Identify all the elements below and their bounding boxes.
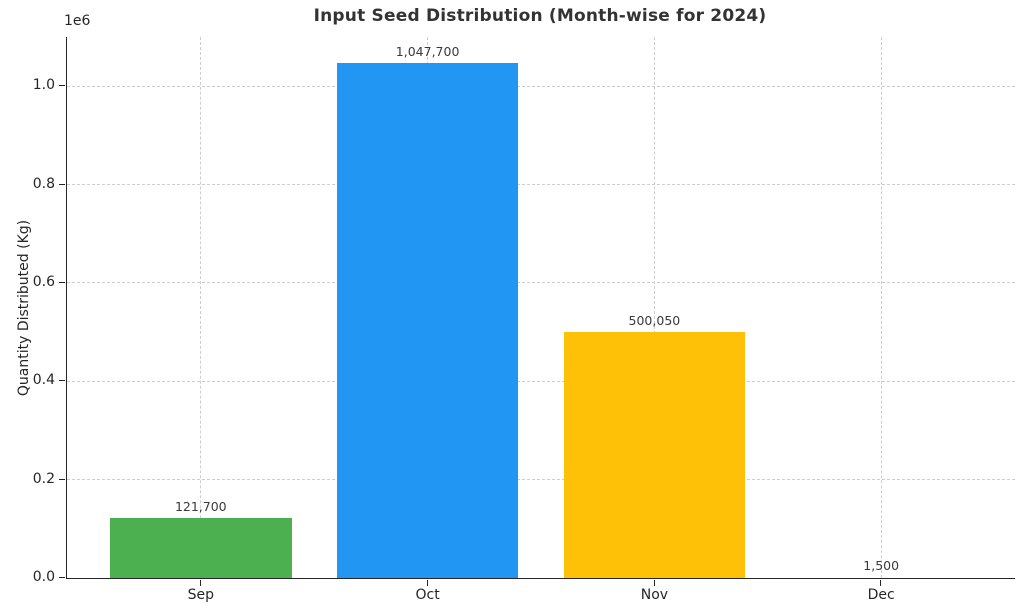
x-tick-mark [880,580,882,586]
x-tick-mark [200,580,201,586]
bar-nov [563,332,746,578]
x-tick-label-sep: Sep [187,587,214,603]
y-tick-mark [59,85,65,87]
y-tick-mark [59,282,65,284]
bar-value-label-sep: 121,700 [174,499,227,515]
y-axis-label: Quantity Distributed (Kg) [16,219,32,397]
y-tick-mark [59,478,65,480]
gridline-horizontal [67,380,1015,382]
chart-title: Input Seed Distribution (Month-wise for … [313,6,767,26]
bar-value-label-oct: 1,047,700 [395,43,460,59]
y-tick-label: 0.0 [32,569,55,585]
bar-dec [790,577,971,578]
y-tick-label: 0.4 [32,372,55,389]
gridline-vertical [880,37,882,578]
bar-oct [336,62,519,578]
gridline-vertical [653,37,655,578]
y-tick-mark [59,380,65,382]
y-tick-mark [59,183,65,185]
x-tick-label-dec: Dec [867,587,895,603]
x-tick-label-nov: Nov [640,587,669,603]
plot-area: 121,700 1,047,700 500,050 1,500 0.0 0.2 0.4 0.… [33,37,1015,603]
y-tick-label: 1.0 [32,77,55,94]
gridline-horizontal [67,479,1015,481]
gridline-horizontal [67,184,1015,186]
x-tick-mark [426,580,428,586]
y-tick-label: 0.2 [32,470,55,487]
bar-value-label-dec: 1,500 [863,558,900,574]
y-axis-offset-label: 1e6 [64,13,91,29]
y-tick-label: 0.8 [32,175,55,192]
gridline-horizontal [67,282,1015,284]
gridline-vertical [200,37,202,578]
x-tick-label-oct: Oct [415,587,440,603]
bar-sep [110,518,292,578]
y-tick-label: 0.6 [32,273,55,290]
gridline-horizontal [67,85,1015,87]
bar-value-label-nov: 500,050 [628,313,681,329]
y-tick-mark [59,577,65,579]
x-tick-mark [653,580,655,586]
